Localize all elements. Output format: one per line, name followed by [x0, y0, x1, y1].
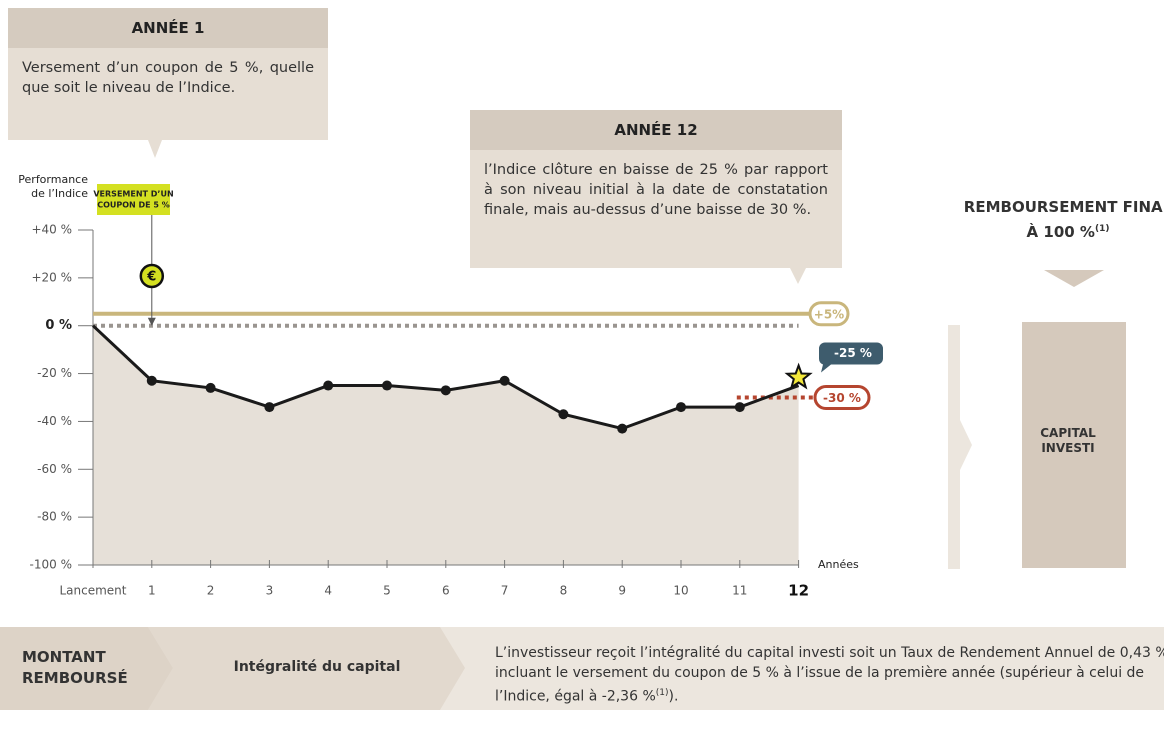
y-tick-label: -60 %	[37, 462, 72, 476]
callout-text: l’Indice clôture en baisse de 25 % par r…	[484, 162, 828, 218]
y-tick-label: -80 %	[37, 510, 72, 524]
x-tick-label: Lancement	[59, 584, 126, 598]
coupon-label: COUPON DE 5 %	[97, 201, 170, 210]
x-tick-label: 4	[324, 584, 332, 598]
coupon-symbol: €	[146, 270, 156, 285]
y-axis-label: Performance	[18, 173, 88, 186]
footer-text: L’investisseur reçoit l’intégralité du c…	[495, 643, 1164, 707]
x-tick-label: 7	[501, 584, 509, 598]
reference-label: +5%	[814, 307, 844, 321]
x-tick-label: 12	[788, 582, 809, 600]
coupon-arrowhead	[147, 317, 156, 326]
point	[323, 380, 334, 391]
reference-pill	[808, 301, 850, 327]
footer-text-main: L’investisseur reçoit l’intégralité du c…	[495, 645, 1164, 705]
y-tick-label: -100 %	[30, 558, 72, 572]
y-tick-label: -20 %	[37, 366, 72, 380]
x-tick-label: 8	[560, 584, 568, 598]
coupon-label: VERSEMENT D’UN	[93, 190, 173, 199]
callout-title: ANNÉE 12	[470, 110, 842, 150]
reference-pill	[813, 385, 871, 410]
area	[93, 325, 799, 565]
point	[264, 402, 275, 413]
capital-label: CAPITAL INVESTI	[1040, 426, 1096, 455]
final-star	[784, 362, 813, 390]
value-label-bg	[818, 342, 883, 373]
pointer	[148, 140, 328, 158]
panel-title: REMBOURSEMENT FINAL À 100 %(1)	[960, 196, 1164, 243]
coupon-icon	[139, 263, 165, 289]
y-axis-label: de l’Indice	[31, 187, 88, 200]
down-arrow	[1044, 270, 1104, 287]
x-tick-label: 6	[442, 584, 450, 598]
y-tick-label: +40 %	[31, 223, 72, 237]
footer-label-bg	[0, 627, 173, 710]
pointer	[790, 268, 842, 284]
point	[440, 385, 451, 396]
capital-line: INVESTI	[1041, 441, 1094, 455]
footer-text-end: ).	[668, 688, 679, 705]
point	[734, 402, 745, 413]
point	[676, 402, 686, 413]
callout-text: Versement d’un coupon de 5 %, quelle que…	[22, 60, 314, 96]
x-tick-label: 11	[732, 584, 747, 598]
point	[146, 375, 157, 386]
reference-label: -30 %	[823, 391, 861, 405]
point	[205, 382, 216, 393]
footer: MONTANT REMBOURSÉ Intégralité du capital…	[0, 627, 1164, 710]
note-ref: (1)	[655, 688, 669, 698]
callout: ANNÉE 12 l’Indice clôture en baisse de 25…	[470, 110, 842, 268]
y-tick-label: +20 %	[31, 270, 72, 284]
value-label: -25 %	[834, 346, 872, 360]
bracket-tip	[960, 420, 972, 470]
y-tick-label: -40 %	[37, 414, 72, 428]
x-tick-label: 5	[383, 584, 391, 598]
capital-line: CAPITAL	[1040, 426, 1096, 440]
x-tick-label: 3	[266, 584, 274, 598]
footer-step: Intégralité du capital	[233, 659, 401, 675]
point	[499, 375, 510, 386]
point	[558, 409, 569, 420]
panel-title-text: REMBOURSEMENT FINAL À 100 %	[963, 198, 1164, 241]
callout: ANNÉE 1 Versement d’un coupon de 5 %, que…	[8, 8, 328, 140]
footer-shapes	[0, 627, 1164, 710]
x-tick-label: 9	[618, 584, 626, 598]
coupon-box	[97, 184, 170, 215]
point	[382, 380, 392, 391]
y-tick-label: 0 %	[45, 318, 72, 333]
footer-label: MONTANT REMBOURSÉ	[22, 648, 128, 687]
point	[617, 423, 628, 434]
bracket	[948, 325, 960, 569]
x-axis-label: Années	[818, 558, 859, 571]
callout-title: ANNÉE 1	[8, 8, 328, 48]
note-ref: (1)	[1094, 224, 1110, 234]
x-tick-label: 10	[673, 584, 688, 598]
x-tick-label: 2	[207, 584, 215, 598]
chevron	[148, 627, 465, 710]
capital-box	[1022, 322, 1126, 568]
plot: -100 % -80 % -60 % -40 % -20 % 0 % +20 % +40 % P…	[18, 173, 883, 600]
x-tick-label: 1	[148, 584, 156, 598]
